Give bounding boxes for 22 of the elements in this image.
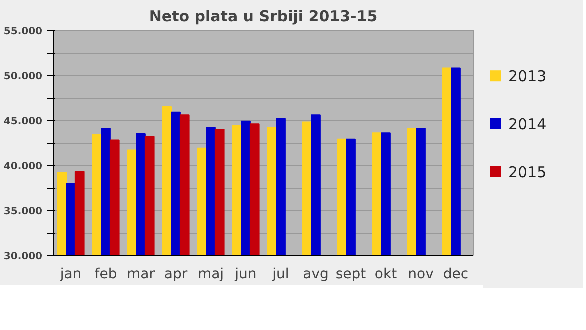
y-tick-label: 55.000 <box>4 26 43 38</box>
x-tick-label: sept <box>336 266 367 282</box>
x-tick-label: nov <box>408 266 434 282</box>
y-tick-label: 40.000 <box>4 162 43 172</box>
x-tick-label: mar <box>127 266 156 282</box>
x-tick-label: feb <box>94 266 118 282</box>
y-tick-label: 50.000 <box>4 72 43 82</box>
x-tick-label: jun <box>234 266 257 282</box>
x-tick-label: avg <box>303 266 329 282</box>
x-tick-label: okt <box>374 266 398 282</box>
legend-label: 2015 <box>508 163 547 182</box>
legend-label: 2014 <box>508 115 547 134</box>
y-tick-label: 35.000 <box>4 206 43 218</box>
x-tick-label: maj <box>198 266 224 282</box>
y-tick-label: 30.000 <box>4 252 43 262</box>
x-tick-label: jan <box>59 266 82 282</box>
x-tick-label: jul <box>272 266 290 282</box>
x-tick-label: apr <box>164 266 188 282</box>
legend-label: 2013 <box>508 68 547 86</box>
x-tick-label: dec <box>443 266 469 282</box>
chart-title: Neto plata u Srbiji 2013-15 <box>149 8 378 26</box>
y-tick-label: 45.000 <box>4 116 43 128</box>
